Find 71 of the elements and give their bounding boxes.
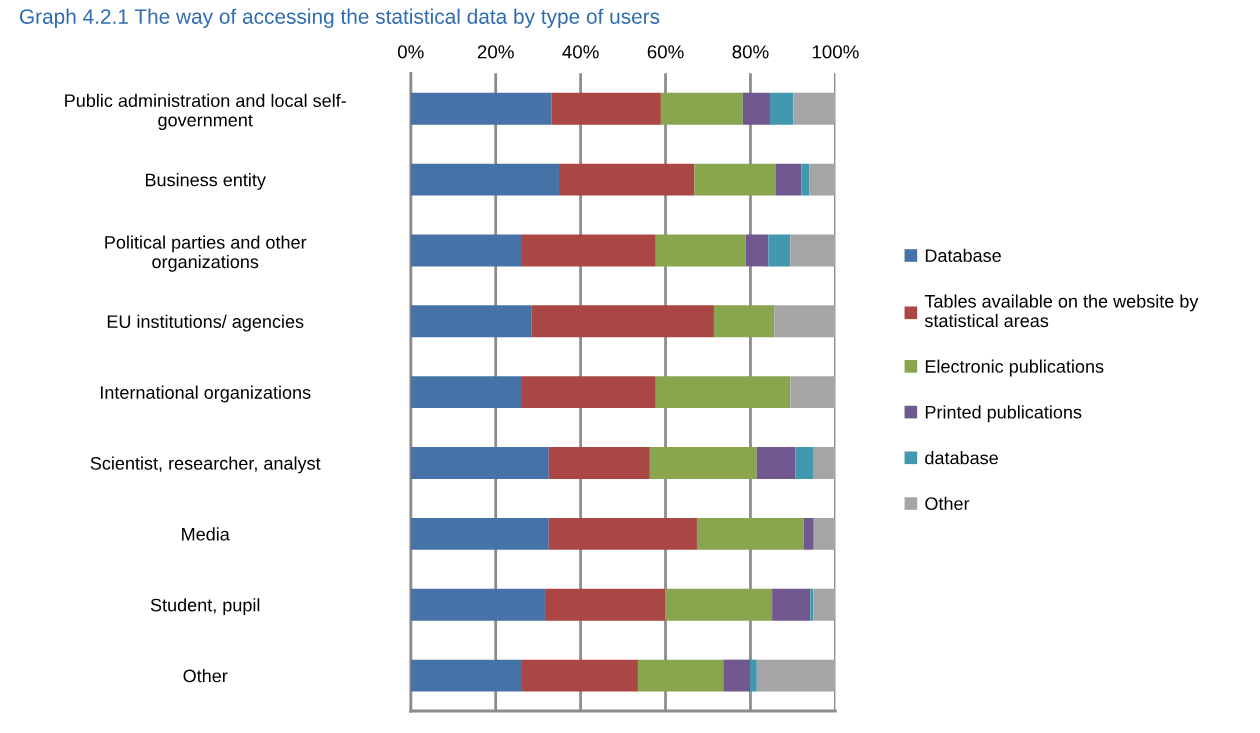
- bar: [548, 447, 650, 479]
- bar: [655, 234, 746, 267]
- bar: [551, 92, 661, 125]
- bar: [713, 305, 775, 338]
- bar: [750, 659, 757, 692]
- bar: [769, 92, 794, 125]
- y-tick-label: Scientist, researcher, analyst: [90, 456, 321, 474]
- bar: [810, 588, 814, 621]
- y-tick-label: Media: [182, 527, 230, 541]
- bar: [801, 163, 810, 196]
- bar: [745, 234, 769, 267]
- bar: [410, 163, 559, 196]
- bar: [410, 92, 552, 125]
- x-tick-label: 0%: [397, 45, 424, 59]
- legend-label: Other: [925, 496, 970, 511]
- bar: [813, 517, 836, 550]
- x-tick-label: 40%: [562, 45, 599, 59]
- x-tick-label: 80%: [732, 45, 769, 59]
- bar: [813, 588, 836, 621]
- x-tick-label: 60%: [647, 45, 684, 59]
- bar: [522, 659, 638, 692]
- bar: [772, 588, 811, 621]
- bar: [410, 659, 523, 692]
- y-tick-label: EU institutions/ agencies: [107, 314, 304, 332]
- bar: [774, 305, 836, 338]
- bar: [795, 447, 814, 479]
- bar: [544, 588, 666, 621]
- x-tick-label: 20%: [477, 45, 514, 59]
- bar: [558, 163, 695, 196]
- bar: [410, 305, 532, 338]
- bar: [790, 234, 836, 267]
- bar: [522, 376, 656, 409]
- bar: [756, 659, 836, 692]
- bar: [694, 163, 776, 196]
- y-tick-label: Political parties and other organizations: [105, 235, 307, 272]
- bar: [793, 92, 836, 125]
- bar: [410, 234, 523, 267]
- bar: [410, 517, 549, 550]
- bar: [723, 659, 751, 692]
- y-tick-label: Student, pupil: [150, 598, 260, 616]
- bar: [410, 447, 549, 479]
- bar: [522, 234, 656, 267]
- bar: [649, 447, 757, 479]
- bar: [531, 305, 714, 338]
- bar: [775, 163, 802, 196]
- bar: [809, 163, 836, 196]
- chart-title: Graph 4.2.1 The way of accessing the statistical data by type of users: [19, 8, 660, 29]
- y-tick-label: Business entity: [145, 173, 266, 190]
- bar: [655, 376, 791, 409]
- bar: [410, 588, 545, 621]
- bar: [742, 92, 770, 125]
- y-tick-label: International organizations: [100, 385, 311, 403]
- legend-label: Tables available on the website by statistical areas: [924, 294, 1199, 328]
- y-tick-label: Public administration and local self- government: [65, 93, 346, 131]
- y-tick-label: Other: [183, 669, 228, 683]
- bar: [696, 517, 804, 550]
- legend-label: Electronic publications: [925, 359, 1104, 377]
- bar: [637, 659, 724, 692]
- bar: [813, 447, 836, 479]
- bar: [410, 376, 523, 409]
- legend-label: Database: [925, 248, 1001, 262]
- bar: [548, 517, 697, 550]
- bar: [665, 588, 773, 621]
- bar: [756, 447, 796, 479]
- legend-label: database: [925, 451, 998, 465]
- bar: [768, 234, 791, 267]
- bar: [660, 92, 743, 125]
- bar: [803, 517, 814, 550]
- bar: [790, 376, 836, 409]
- x-tick-label: 100%: [812, 45, 859, 59]
- legend-label: Printed publications: [925, 405, 1082, 423]
